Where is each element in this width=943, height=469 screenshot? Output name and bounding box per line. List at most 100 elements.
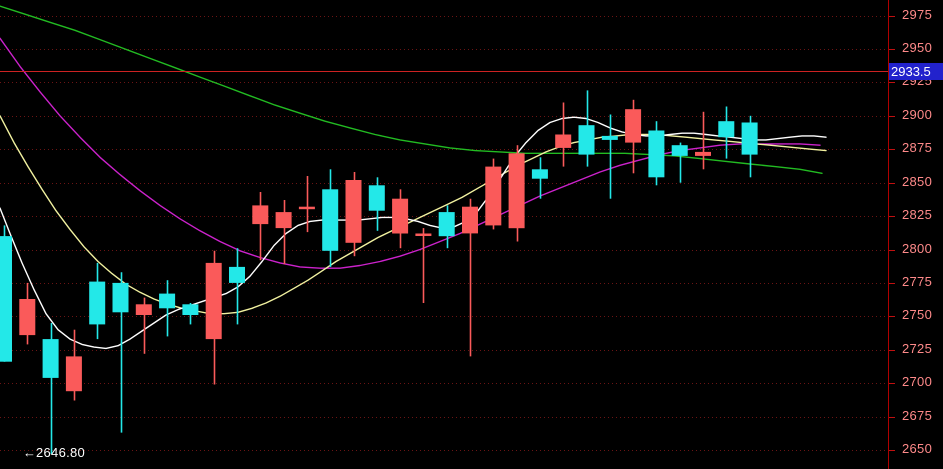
candle-body[interactable]	[648, 130, 665, 178]
candle-body[interactable]	[298, 206, 315, 210]
axis-tick-mark	[889, 149, 895, 150]
candle[interactable]	[159, 280, 176, 337]
axis-tick-mark	[889, 350, 895, 351]
candle-body[interactable]	[182, 304, 199, 315]
axis-tick-label: 2875	[902, 140, 933, 156]
ma-line-ma-longest	[0, 5, 823, 174]
candle-body[interactable]	[462, 206, 478, 234]
candle-body[interactable]	[89, 281, 106, 325]
candle[interactable]	[252, 192, 269, 261]
axis-tick-mark	[889, 417, 895, 418]
axis-tick-mark	[889, 216, 895, 217]
axis-tick-mark	[889, 450, 895, 451]
axis-tick-mark	[889, 82, 895, 83]
candle-body[interactable]	[252, 205, 269, 225]
candle[interactable]	[531, 157, 548, 199]
candle[interactable]	[368, 177, 385, 231]
axis-tick-label: 2825	[902, 207, 933, 223]
ma-line-ma-short	[0, 116, 827, 350]
candle[interactable]	[205, 250, 222, 385]
axis-tick-label: 2850	[902, 173, 933, 189]
candle[interactable]	[89, 262, 106, 340]
candle-body[interactable]	[555, 134, 572, 148]
candle[interactable]	[718, 106, 735, 159]
candle-body[interactable]	[135, 304, 152, 315]
candle[interactable]	[229, 248, 245, 325]
candle[interactable]	[135, 297, 152, 354]
axis-tick-label: 2775	[902, 273, 933, 289]
axis-tick-label: 2750	[902, 307, 933, 323]
period-low-label: 2646.80	[36, 445, 86, 461]
candle[interactable]	[671, 142, 688, 183]
candle[interactable]	[182, 303, 199, 325]
candle[interactable]	[65, 329, 82, 401]
candle-body[interactable]	[205, 262, 222, 340]
axis-tick-label: 2800	[902, 240, 933, 256]
candle-body[interactable]	[601, 135, 618, 140]
gridlines	[0, 16, 888, 451]
axis-tick-label: 2725	[902, 340, 933, 356]
chart-plot-area[interactable]: 2646.80 ←	[0, 0, 888, 469]
candle[interactable]	[695, 111, 711, 170]
candle[interactable]	[438, 205, 455, 249]
axis-tick-label: 2675	[902, 407, 933, 423]
candle-body[interactable]	[229, 266, 245, 283]
candle[interactable]	[345, 172, 362, 257]
candle-body[interactable]	[112, 282, 129, 313]
chart-canvas	[0, 5, 888, 454]
candle-body[interactable]	[159, 293, 176, 309]
candle[interactable]	[741, 115, 758, 178]
candle[interactable]	[322, 169, 339, 267]
candle-body[interactable]	[42, 339, 59, 378]
candle-body[interactable]	[578, 125, 595, 155]
candle-body[interactable]	[368, 185, 385, 211]
candle[interactable]	[648, 121, 665, 186]
candle-body[interactable]	[322, 189, 339, 251]
axis-tick-label: 2700	[902, 374, 933, 390]
candle[interactable]	[625, 99, 642, 174]
candle-body[interactable]	[741, 122, 758, 155]
candle[interactable]	[508, 145, 525, 242]
candle-body[interactable]	[625, 109, 642, 143]
candle-body[interactable]	[508, 153, 525, 229]
candle[interactable]	[555, 102, 572, 167]
axis-tick-mark	[889, 250, 895, 251]
candle-body[interactable]	[19, 299, 36, 336]
axis-tick-mark	[889, 49, 895, 50]
candle-body[interactable]	[415, 233, 432, 237]
candle-body[interactable]	[695, 151, 711, 156]
candle[interactable]	[601, 114, 618, 199]
candle-body[interactable]	[718, 121, 735, 138]
axis-tick-label: 2900	[902, 106, 933, 122]
candle-body[interactable]	[392, 198, 409, 234]
candle[interactable]	[0, 225, 12, 362]
axis-tick-mark	[889, 316, 895, 317]
candle-body[interactable]	[531, 169, 548, 179]
price-axis[interactable]: 2975 2950 2925 2900 2875 2850 2825 2800 2775 2750…	[888, 0, 943, 469]
candle-body[interactable]	[485, 166, 502, 226]
axis-tick-mark	[889, 116, 895, 117]
axis-tick-mark	[889, 383, 895, 384]
candle-body[interactable]	[671, 145, 688, 156]
axis-tick-mark	[889, 283, 895, 284]
candle[interactable]	[578, 90, 595, 167]
candle[interactable]	[415, 228, 432, 303]
candle[interactable]	[112, 272, 129, 433]
candles[interactable]	[0, 90, 758, 454]
last-price-badge[interactable]: 2933.5	[889, 62, 943, 80]
candle[interactable]	[275, 200, 292, 265]
candle-body[interactable]	[275, 212, 292, 229]
candle[interactable]	[462, 198, 478, 357]
candle-body[interactable]	[345, 180, 362, 243]
candle[interactable]	[392, 189, 409, 249]
candle-body[interactable]	[0, 236, 12, 362]
candle-body[interactable]	[65, 356, 82, 392]
candle-body[interactable]	[438, 212, 455, 237]
candle[interactable]	[42, 323, 59, 454]
axis-tick-mark	[889, 183, 895, 184]
candle[interactable]	[19, 282, 36, 345]
candle[interactable]	[298, 176, 315, 233]
candle[interactable]	[485, 158, 502, 230]
axis-tick-mark	[889, 16, 895, 17]
